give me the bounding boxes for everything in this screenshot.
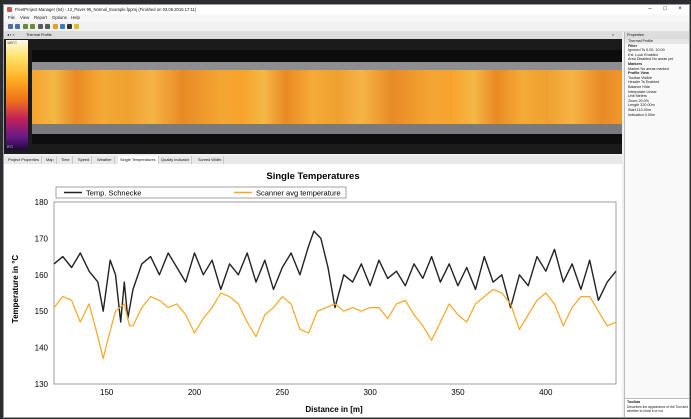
title-bar: FleetProject Manager (64) - 12_Paver 96_…: [4, 5, 689, 14]
y-tick-label: 170: [35, 234, 49, 243]
property-row[interactable]: Start 110.00m: [628, 107, 651, 112]
tab-weather[interactable]: Weather: [95, 156, 115, 164]
property-row[interactable]: Unit Meters: [628, 94, 647, 99]
menu-help[interactable]: Help: [71, 15, 80, 20]
tab-quality-indicator[interactable]: Quality Indicator: [159, 156, 193, 164]
menu-view[interactable]: View: [20, 15, 30, 20]
property-row[interactable]: Toolbar Visible: [628, 75, 652, 80]
property-row[interactable]: Length 320.00m: [628, 103, 655, 108]
minimize-icon[interactable]: –: [648, 6, 652, 12]
properties-title: Properties: [625, 32, 689, 39]
property-row[interactable]: Header Ts Enabled: [628, 80, 660, 85]
tab-project-properties[interactable]: Project Properties: [6, 156, 42, 164]
legend-label: Scanner avg temperature: [256, 189, 341, 198]
property-row[interactable]: Balance Hide: [628, 84, 650, 89]
maximize-icon[interactable]: □: [663, 6, 667, 12]
tick-labels: 130 140 150 160 170 180 150 200 250 300 350 400: [35, 198, 553, 397]
app-window: FleetProject Manager (64) - 12_Paver 96_…: [3, 4, 690, 418]
series-line-temp-schnecke: [53, 230, 617, 323]
scale-bottom-label: 0°C: [7, 145, 14, 149]
view-icon[interactable]: [60, 24, 65, 29]
series-lines: [53, 230, 617, 360]
app-icon: [7, 7, 12, 12]
edit-icon[interactable]: [53, 24, 58, 29]
single-temperatures-chart: Single Temperatures 130 140 150 160 170 180 15…: [11, 171, 617, 414]
legend: Temp. Schnecke Scanner avg temperature: [55, 186, 347, 199]
mat-edge-bottom: [32, 124, 622, 134]
menu-options[interactable]: Options: [52, 15, 67, 20]
x-tick-label: 350: [451, 388, 465, 397]
mat-edge-top: [32, 62, 622, 70]
property-row[interactable]: Marker No areas marked: [628, 66, 669, 71]
report-icon[interactable]: [30, 24, 35, 29]
x-tick-label: 150: [100, 388, 114, 397]
y-tick-label: 150: [35, 307, 49, 316]
properties-subtitle: Thermal Profile: [625, 39, 689, 44]
series-line-scanner-avg: [53, 288, 617, 360]
legend-label: Temp. Schnecke: [86, 189, 141, 198]
help-title: Toolbar: [627, 400, 641, 404]
profile-rows: Toolbar Visible Header Ts Enabled Balance …: [625, 75, 689, 117]
y-tick-label: 140: [35, 344, 49, 353]
chart-title: Single Temperatures: [266, 171, 359, 182]
y-axis-label: Temperature in °C: [11, 255, 20, 324]
asphalt-mat: [32, 70, 622, 124]
save-icon[interactable]: [15, 24, 20, 29]
tab-single-temperatures[interactable]: Single Temperatures: [118, 156, 159, 164]
thermal-image[interactable]: [32, 50, 622, 144]
thermal-header: ◂ ▪ × Thermal Profile ×: [4, 32, 622, 39]
filter-rows: Ignored Ts 0.00, 10.00 Ext. Lock Enabled A…: [625, 48, 689, 62]
properties-panel: Properties Thermal Profile Filter Ignore…: [624, 32, 689, 417]
temperature-color-scale: 180°C 0°C: [6, 40, 28, 150]
star-icon[interactable]: [74, 24, 79, 29]
x-axis-label: Distance in [m]: [305, 405, 363, 414]
property-row[interactable]: Indication 0.00m: [628, 112, 656, 117]
export-icon[interactable]: [23, 24, 28, 29]
section-profile-view[interactable]: Profile View: [628, 71, 649, 76]
menu-file[interactable]: File: [8, 15, 15, 20]
menu-bar: File View Report Options Help: [4, 14, 689, 22]
menu-report[interactable]: Report: [34, 15, 47, 20]
x-tick-label: 250: [276, 388, 290, 397]
legend-box: [55, 186, 347, 199]
tab-map[interactable]: Map: [44, 156, 57, 164]
thermal-header-label: Thermal Profile: [26, 33, 52, 37]
x-tick-label: 400: [539, 388, 553, 397]
toolbar: [4, 22, 689, 32]
y-tick-label: 160: [35, 271, 49, 280]
chart-pane: Single Temperatures 130 140 150 160 170 180 15…: [4, 164, 622, 417]
pane-close-icon[interactable]: ×: [612, 33, 615, 37]
settings-icon[interactable]: [38, 24, 43, 29]
x-tick-label: 200: [188, 388, 202, 397]
help-text: Describes the appearance of the Tool and…: [627, 405, 688, 413]
tab-speed[interactable]: Speed: [76, 156, 93, 164]
property-row[interactable]: Ignored Ts 0.00, 10.00: [628, 48, 665, 53]
camera-icon[interactable]: [67, 24, 72, 29]
window-title: FleetProject Manager (64) - 12_Paver 96_…: [15, 7, 197, 12]
pin-icon[interactable]: ◂ ▪ ×: [7, 33, 15, 37]
plot-area: [53, 201, 617, 385]
y-tick-label: 180: [35, 198, 49, 207]
property-row[interactable]: Interpolate Linear: [628, 89, 657, 94]
property-row[interactable]: Zoom 20.0%: [628, 98, 649, 103]
tab-screed-width[interactable]: Screed Width: [196, 156, 225, 164]
thermal-profile-pane: ◂ ▪ × Thermal Profile × 180°C 0°C TP0.00…: [4, 32, 622, 176]
x-tick-label: 300: [363, 388, 377, 397]
property-row[interactable]: Ext. Lock Enabled: [628, 52, 658, 57]
marker-rows: Marker No areas marked: [625, 66, 689, 72]
section-filter[interactable]: Filter: [628, 43, 638, 48]
tab-time[interactable]: Time: [59, 156, 73, 164]
axes: [53, 201, 617, 385]
property-row[interactable]: Area Disabled No areas yet: [628, 57, 674, 62]
scale-top-label: 180°C: [7, 41, 18, 45]
property-help-box: Toolbar Describes the appearance of the …: [625, 398, 689, 417]
y-tick-label: 130: [35, 380, 49, 389]
filter-icon[interactable]: [45, 24, 50, 29]
close-icon[interactable]: ×: [678, 6, 682, 12]
open-icon[interactable]: [8, 24, 13, 29]
section-markers[interactable]: Markers: [628, 61, 643, 66]
